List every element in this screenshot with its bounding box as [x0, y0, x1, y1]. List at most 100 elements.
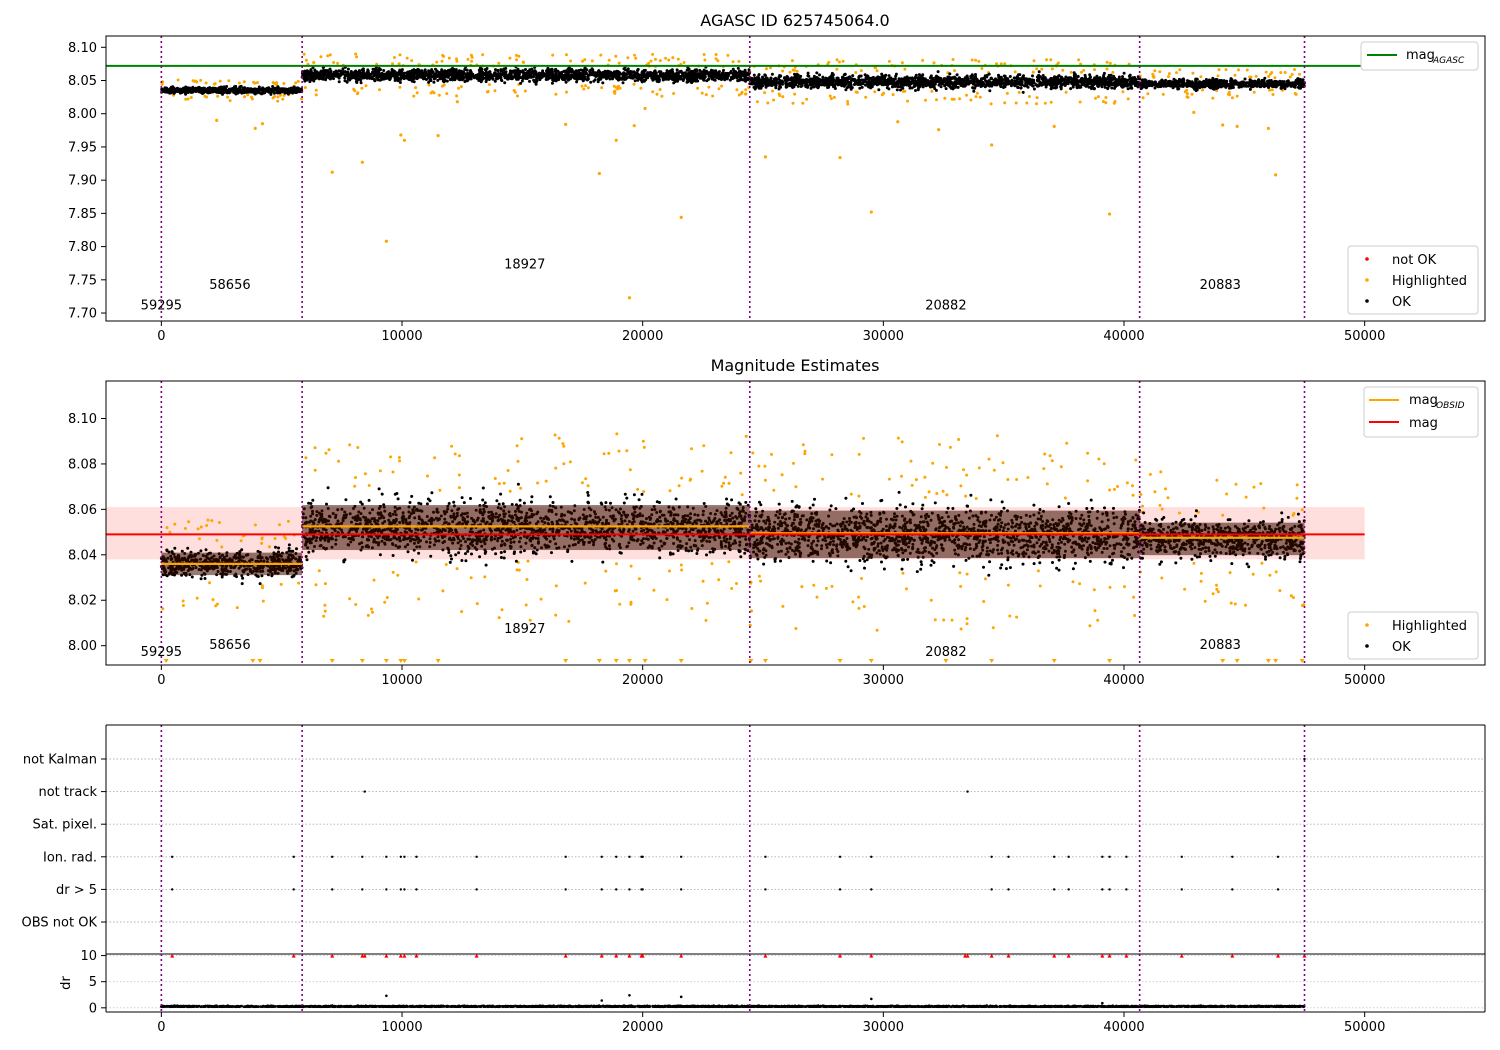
highlighted-point	[737, 59, 741, 63]
ok-point	[736, 66, 740, 70]
ok-point	[956, 85, 960, 89]
highlighted-point	[974, 95, 978, 99]
ok-point	[572, 76, 576, 80]
ok-point	[876, 79, 880, 83]
ok-point	[546, 71, 550, 75]
highlighted-point	[440, 84, 444, 88]
highlighted-point	[1199, 75, 1203, 79]
ok-point	[199, 90, 203, 94]
ok-point	[1031, 84, 1034, 88]
ok-point	[457, 75, 461, 79]
ok-point	[205, 89, 209, 93]
ok-point	[1132, 77, 1136, 81]
highlighted-point	[582, 87, 586, 91]
ok-point	[676, 71, 680, 75]
highlighted-point	[978, 95, 982, 99]
ok-point	[887, 74, 891, 78]
ok-point	[897, 79, 901, 83]
ok-point	[837, 82, 841, 85]
ok-point	[749, 77, 752, 81]
ok-point	[894, 72, 898, 76]
ok-point	[869, 76, 873, 80]
highlighted-point	[755, 100, 759, 104]
ok-point	[355, 81, 359, 84]
ok-point	[921, 73, 925, 77]
highlighted-point	[744, 92, 747, 96]
ok-point	[821, 75, 825, 79]
highlighted-point	[427, 83, 431, 87]
ok-point	[982, 82, 986, 86]
ok-point	[1127, 74, 1131, 78]
highlighted-point	[470, 55, 474, 59]
highlighted-point	[1152, 75, 1156, 79]
highlighted-point	[791, 101, 795, 105]
highlighted-point	[487, 83, 491, 87]
ok-point	[875, 76, 879, 80]
highlighted-point	[186, 97, 190, 101]
ok-point	[680, 74, 684, 78]
ok-point	[1021, 90, 1025, 94]
ok-point	[738, 78, 742, 82]
ok-point	[821, 80, 825, 84]
ok-point	[1093, 82, 1096, 86]
ok-point	[877, 88, 881, 92]
ok-point	[247, 88, 251, 92]
ok-point	[516, 72, 520, 76]
highlighted-point	[336, 61, 340, 65]
highlighted-point	[1153, 69, 1157, 73]
highlighted-point	[398, 85, 402, 89]
highlighted-point	[294, 81, 298, 85]
ok-point	[502, 71, 506, 75]
highlighted-point	[516, 94, 519, 98]
highlighted-point	[199, 78, 203, 82]
highlighted-point	[218, 79, 222, 83]
ok-point	[499, 78, 503, 82]
ok-point	[471, 72, 475, 76]
highlighted-point	[930, 89, 934, 93]
highlighted-point	[523, 89, 527, 93]
highlighted-point	[801, 101, 805, 105]
ok-point	[510, 77, 514, 81]
ok-point	[337, 76, 341, 80]
highlighted-point	[551, 53, 555, 57]
ok-point	[172, 91, 176, 95]
ok-point	[729, 71, 733, 75]
highlighted-point	[846, 100, 850, 103]
ok-point	[855, 81, 859, 85]
ok-point	[841, 76, 845, 80]
ok-point	[553, 68, 557, 72]
ok-point	[682, 74, 686, 78]
ok-point	[826, 81, 830, 85]
ok-point	[649, 70, 652, 74]
ok-point	[479, 74, 483, 78]
highlighted-point	[1078, 100, 1082, 104]
ok-point	[682, 77, 685, 81]
highlighted-point	[1290, 73, 1294, 76]
ok-point	[921, 76, 925, 80]
ok-point	[852, 77, 856, 81]
highlighted-point	[835, 67, 839, 71]
ok-point	[341, 70, 345, 73]
ok-point	[1032, 81, 1036, 85]
highlighted-point	[974, 58, 978, 62]
ok-point	[815, 76, 819, 79]
ok-point	[916, 88, 920, 92]
highlighted-point	[1014, 101, 1018, 105]
ok-point	[373, 79, 377, 83]
ok-point	[491, 75, 494, 79]
highlighted-point	[581, 59, 584, 63]
highlighted-point	[279, 93, 282, 97]
ok-point	[556, 69, 560, 73]
ok-point	[427, 69, 431, 73]
ok-point	[335, 71, 339, 75]
ok-point	[794, 73, 798, 77]
ok-point	[645, 75, 649, 79]
highlighted-point	[781, 95, 785, 99]
highlighted-point	[1104, 96, 1108, 99]
ok-point	[554, 79, 558, 83]
ok-point	[916, 77, 920, 81]
highlighted-point	[565, 90, 568, 94]
ok-point	[181, 90, 185, 94]
highlighted-point	[616, 87, 620, 91]
ok-point	[279, 89, 283, 93]
